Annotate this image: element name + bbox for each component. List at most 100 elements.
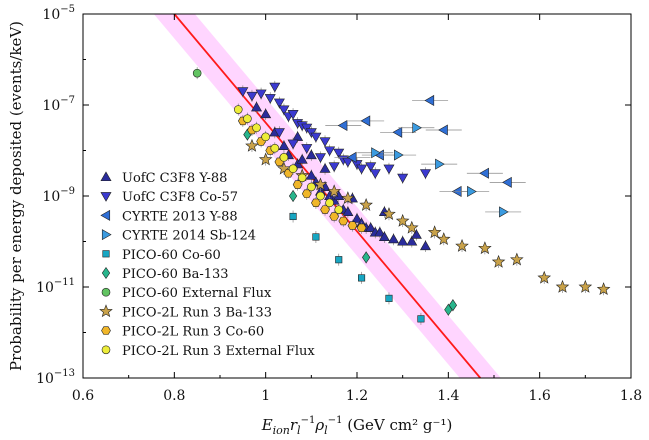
data-point	[245, 138, 259, 152]
data-point	[301, 189, 312, 198]
data-point	[233, 105, 243, 114]
legend-marker	[101, 287, 111, 297]
data-point	[406, 235, 418, 246]
data-point	[378, 231, 390, 241]
y-axis-label: Probability per energy deposited (events…	[7, 21, 25, 371]
series-pico-2l-run-3-co-60	[237, 114, 367, 234]
data-point	[455, 238, 469, 252]
series-pico-60-co-60	[289, 210, 425, 325]
series-pico-2l-run-3-external-flux	[233, 103, 344, 216]
data-point	[243, 114, 252, 123]
data-point	[341, 191, 355, 205]
x-tick-label: 1.6	[529, 388, 551, 404]
data-point	[335, 256, 343, 264]
data-point	[327, 184, 341, 198]
data-point	[578, 279, 593, 293]
data-point	[319, 137, 331, 148]
data-point	[478, 241, 492, 255]
data-point	[269, 82, 281, 93]
data-point	[252, 123, 261, 133]
data-point	[438, 124, 448, 136]
data-point	[369, 169, 381, 179]
data-point	[397, 235, 409, 246]
legend-marker	[101, 229, 112, 241]
data-point	[273, 128, 285, 138]
data-point	[337, 119, 348, 131]
data-point	[374, 226, 386, 237]
data-point	[264, 94, 276, 104]
legend-label: PICO-2L Run 3 External Flux	[122, 344, 315, 359]
data-point	[347, 221, 358, 230]
data-point	[325, 198, 334, 208]
legend-label: PICO-60 External Flux	[122, 286, 272, 301]
data-point	[448, 299, 458, 312]
data-point	[499, 206, 509, 218]
data-point	[365, 162, 377, 173]
data-point	[385, 294, 393, 302]
data-point	[479, 167, 489, 179]
data-point	[395, 213, 410, 227]
legend-marker	[99, 304, 113, 318]
data-point	[255, 89, 267, 100]
data-point	[491, 254, 506, 268]
data-point	[237, 87, 249, 97]
data-point	[297, 173, 307, 183]
series-pico-2l-run-3-ba-133	[245, 138, 611, 296]
data-point	[320, 205, 330, 214]
data-point	[371, 147, 381, 159]
series-cyrte-2013-y-88	[325, 94, 526, 197]
data-point	[289, 212, 297, 221]
series-cyrte-2014-sb-124	[357, 122, 522, 218]
x-tick-label: 0.8	[163, 388, 185, 404]
data-point	[260, 108, 272, 119]
legend-label: UofC C3F8 Y-88	[122, 171, 227, 186]
data-point	[310, 132, 322, 143]
data-point	[279, 153, 289, 162]
legend-marker	[100, 209, 111, 221]
legend-marker	[100, 192, 112, 202]
legend-label: PICO-2L Run 3 Ba-133	[122, 305, 272, 320]
data-point	[388, 233, 400, 244]
data-point	[502, 176, 512, 188]
legend: UofC C3F8 Y-88 UofC C3F8 Co-57 CYRTE 2013 …	[99, 171, 315, 359]
data-point	[314, 153, 326, 163]
data-point	[273, 98, 285, 109]
data-point	[288, 189, 298, 203]
legend-marker	[102, 250, 110, 258]
data-point	[258, 152, 273, 166]
data-point	[392, 126, 403, 138]
x-tick-label: 1.4	[437, 388, 459, 404]
data-point	[278, 105, 290, 116]
data-point	[383, 164, 395, 175]
data-point	[359, 197, 373, 211]
data-point	[510, 252, 524, 266]
data-point	[410, 229, 422, 239]
legend-marker	[101, 326, 111, 335]
data-point	[596, 282, 611, 296]
data-point	[436, 232, 451, 245]
data-point	[467, 185, 477, 197]
data-point	[305, 169, 317, 180]
data-point	[435, 158, 445, 170]
series-pico-60-external-flux	[192, 67, 202, 80]
legend-label: PICO-60 Ba-133	[122, 267, 229, 282]
data-point	[311, 198, 321, 208]
legend-label: PICO-2L Run 3 Co-60	[122, 325, 264, 340]
data-point	[342, 157, 354, 168]
data-point	[278, 140, 290, 150]
data-point	[338, 216, 349, 226]
data-point	[292, 180, 303, 189]
data-point	[405, 220, 419, 234]
data-point	[358, 274, 366, 282]
data-point	[270, 143, 280, 153]
data-point	[287, 139, 299, 150]
x-tick-label: 1.2	[346, 388, 368, 404]
data-point	[307, 182, 316, 192]
data-point	[555, 279, 570, 293]
y-tick-label: 10−7	[42, 95, 75, 114]
legend-label: CYRTE 2013 Y-88	[122, 209, 238, 224]
data-point	[192, 68, 202, 78]
y-tick-label: 10−13	[36, 368, 75, 387]
data-point	[412, 122, 422, 134]
